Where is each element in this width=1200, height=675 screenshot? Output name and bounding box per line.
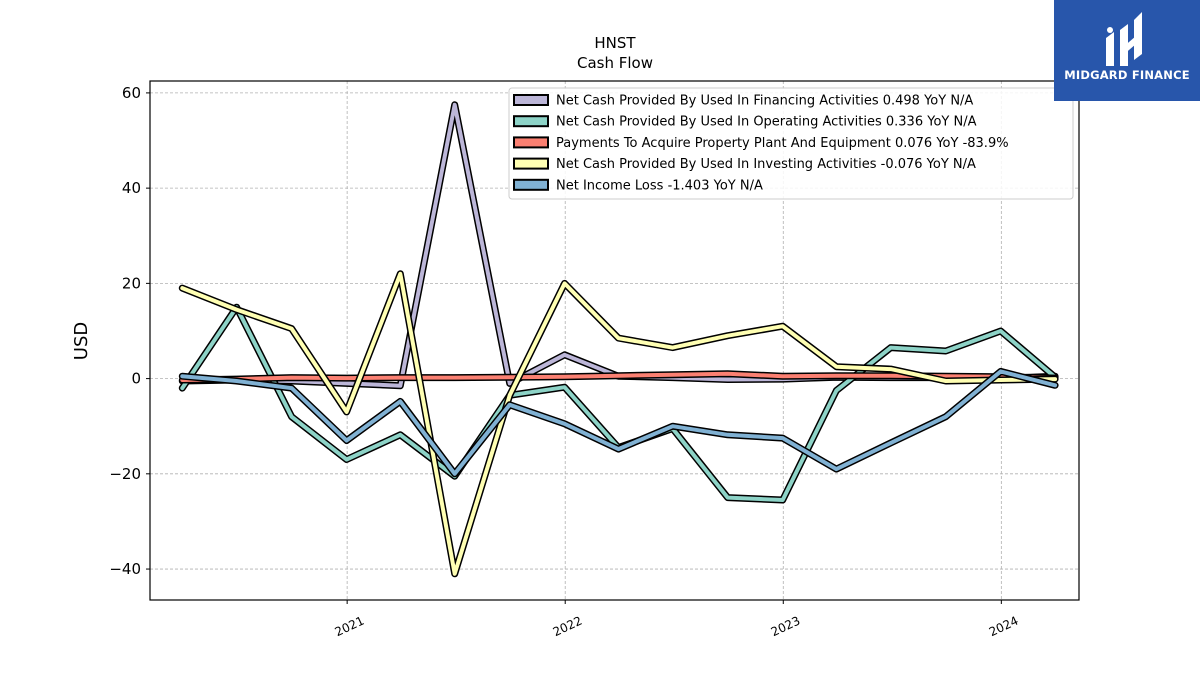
logo-text: MIDGARD FINANCE <box>1064 68 1190 82</box>
legend: Net Cash Provided By Used In Financing A… <box>508 87 1074 200</box>
y-tick-label: 40 <box>122 179 141 197</box>
legend-swatch <box>513 157 549 170</box>
y-tick-label: −20 <box>109 465 141 483</box>
legend-swatch <box>513 115 549 128</box>
chart-subtitle: Cash Flow <box>577 54 653 72</box>
series-line-5 <box>178 367 1059 478</box>
plot-frame <box>149 80 1080 601</box>
legend-entry: Payments To Acquire Property Plant And E… <box>556 136 1009 151</box>
y-tick-label: −40 <box>109 560 141 578</box>
y-tick-label: 0 <box>131 370 141 388</box>
legend-swatch <box>513 178 549 191</box>
legend-entry: Net Cash Provided By Used In Operating A… <box>556 115 977 130</box>
x-tick-label: 2023 <box>769 614 803 640</box>
chart-title: HNST <box>594 34 636 52</box>
midgard-finance-logo: MIDGARD FINANCE <box>1054 0 1200 101</box>
y-axis-label: USD <box>71 322 92 360</box>
series-outline <box>178 367 1059 478</box>
legend-box <box>508 87 1074 200</box>
y-tick-label: 20 <box>122 274 141 292</box>
series-lines <box>178 101 1059 578</box>
legend-swatch <box>513 136 549 149</box>
x-tick-label: 2021 <box>333 614 367 640</box>
series-stroke <box>180 369 1058 476</box>
series-line-4 <box>178 270 1059 578</box>
x-tick-label: 2024 <box>987 614 1021 640</box>
legend-entry: Net Income Loss -1.403 YoY N/A <box>556 178 763 193</box>
x-tick-label: 2022 <box>551 614 585 640</box>
legend-swatch <box>513 94 549 106</box>
legend-entry: Net Cash Provided By Used In Financing A… <box>556 94 973 109</box>
series-stroke <box>180 271 1058 576</box>
legend-entry: Net Cash Provided By Used In Investing A… <box>556 157 976 172</box>
y-tick-label: 60 <box>122 84 141 102</box>
logo-mark-icon <box>1106 12 1142 66</box>
